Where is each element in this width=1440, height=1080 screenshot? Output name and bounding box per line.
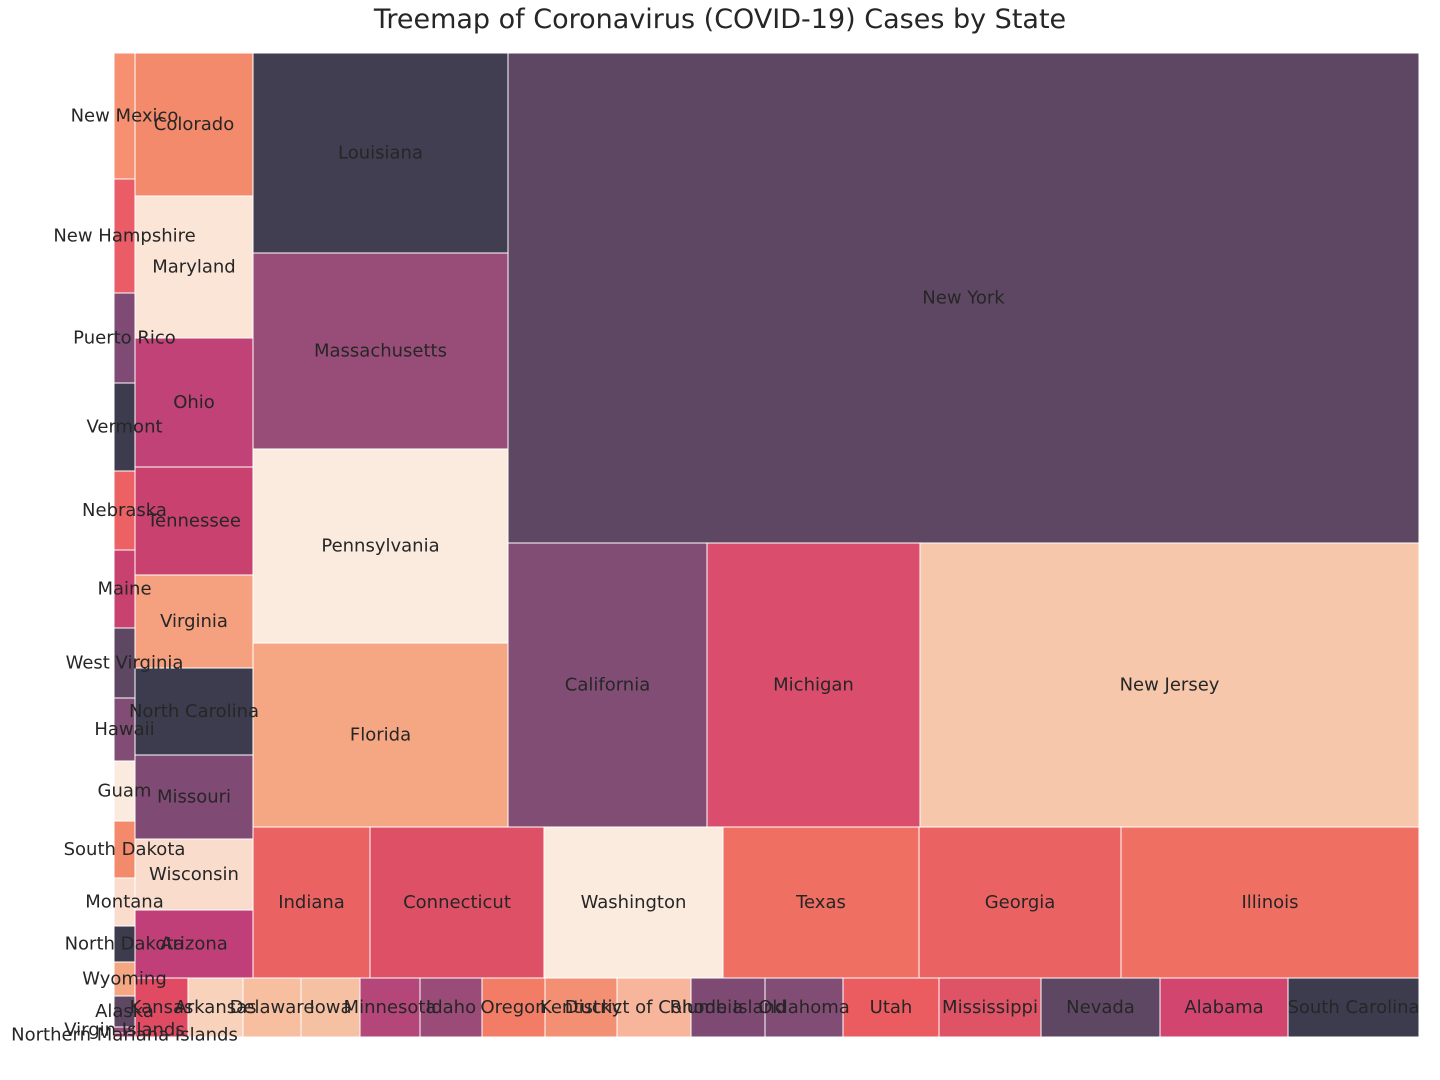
treemap-cell-colorado [134, 52, 254, 197]
treemap-label-illinois: Illinois [1241, 892, 1298, 913]
treemap-label-arkansas: Arkansas [174, 997, 256, 1018]
treemap-label-puerto-rico: Puerto Rico [73, 328, 176, 349]
treemap-cell-delaware [242, 977, 302, 1038]
treemap-label-washington: Washington [581, 892, 687, 913]
treemap-label-wyoming: Wyoming [82, 969, 167, 990]
treemap-label-florida: Florida [350, 725, 411, 746]
treemap-cell-maryland [134, 195, 254, 339]
treemap-cell-nevada [1040, 977, 1161, 1038]
treemap-cell-north-carolina [134, 667, 254, 756]
treemap-label-tennessee: Tennessee [146, 511, 241, 532]
treemap-label-south-carolina: South Carolina [1287, 997, 1419, 1018]
chart-title: Treemap of Coronavirus (COVID-19) Cases … [373, 4, 1067, 35]
treemap-label-nevada: Nevada [1066, 997, 1135, 1018]
treemap-cell-indiana [252, 826, 371, 979]
treemap-label-new-mexico: New Mexico [71, 106, 179, 127]
treemap-label-kentucky: Kentucky [540, 997, 623, 1018]
treemap-label-indiana: Indiana [278, 892, 345, 913]
treemap-cell-connecticut [369, 826, 545, 979]
treemap-cell-mississippi [938, 977, 1042, 1038]
treemap-cell-massachusetts [252, 252, 509, 450]
treemap-cell-virginia [134, 574, 254, 669]
treemap-cell-washington [543, 826, 724, 979]
treemap-label-california: California [565, 675, 650, 696]
treemap-cell-michigan [706, 542, 921, 828]
treemap-label-oklahoma: Oklahoma [758, 997, 850, 1018]
treemap-cell-tennessee [134, 466, 254, 576]
treemap-cell-alabama [1159, 977, 1289, 1038]
treemap-label-montana: Montana [85, 892, 163, 913]
treemap-cell-new-jersey [919, 542, 1420, 828]
treemap-cell-wisconsin [134, 838, 254, 911]
treemap-label-west-virginia: West Virginia [66, 653, 184, 674]
treemap-cell-florida [252, 642, 509, 828]
treemap-label-maine: Maine [97, 579, 151, 600]
treemap-cell-illinois [1120, 826, 1420, 979]
treemap-label-hawaii: Hawaii [94, 719, 154, 740]
treemap-cell-northern-mariana-islands [113, 1032, 136, 1038]
treemap-cell-south-carolina [1287, 977, 1420, 1038]
treemap-label-massachusetts: Massachusetts [314, 341, 447, 362]
treemap-cell-idaho [419, 977, 483, 1038]
treemap-cell-rhode-island [690, 977, 766, 1038]
treemap-cell-district-of-columbia [616, 977, 692, 1038]
treemap-label-virgin-islands: Virgin Islands [64, 1020, 185, 1041]
treemap-label-new-jersey: New Jersey [1120, 675, 1220, 696]
treemap-label-idaho: Idaho [426, 997, 476, 1018]
treemap-label-arizona: Arizona [160, 934, 228, 955]
treemap-label-colorado: Colorado [154, 114, 234, 135]
treemap-cell-iowa [300, 977, 361, 1038]
treemap-label-georgia: Georgia [985, 892, 1056, 913]
treemap-label-south-dakota: South Dakota [64, 839, 186, 860]
treemap-label-mississippi: Mississippi [942, 997, 1038, 1018]
treemap-label-rhode-island: Rhode Island [670, 997, 787, 1018]
treemap-cell-arkansas [187, 977, 244, 1038]
treemap-label-ohio: Ohio [173, 392, 215, 413]
treemap-cell-pennsylvania [252, 448, 509, 644]
treemap-cell-ohio [134, 337, 254, 468]
treemap-cell-oregon [481, 977, 546, 1038]
treemap-label-virginia: Virginia [160, 611, 228, 632]
treemap-label-wisconsin: Wisconsin [149, 864, 239, 885]
treemap-label-oregon: Oregon [480, 997, 546, 1018]
treemap-cell-arizona [134, 909, 254, 979]
treemap-label-new-hampshire: New Hampshire [53, 226, 195, 247]
treemap-label-michigan: Michigan [773, 675, 854, 696]
treemap-label-alaska: Alaska [95, 1001, 154, 1022]
treemap-label-northern-mariana-islands: Northern Mariana Islands [11, 1025, 238, 1046]
treemap-cell-oklahoma [764, 977, 844, 1038]
treemap-label-kansas: Kansas [130, 997, 194, 1018]
treemap-label-texas: Texas [795, 892, 846, 913]
treemap-label-missouri: Missouri [157, 787, 231, 808]
treemap-cell-new-york [507, 52, 1420, 544]
treemap-cell-georgia [918, 826, 1122, 979]
treemap-label-guam: Guam [98, 781, 152, 802]
treemap-label-north-dakota: North Dakota [65, 934, 185, 955]
treemap-label-connecticut: Connecticut [403, 892, 511, 913]
treemap-label-minnesota: Minnesota [344, 997, 437, 1018]
treemap-label-utah: Utah [870, 997, 913, 1018]
treemap-label-louisiana: Louisiana [338, 143, 423, 164]
treemap-label-new-york: New York [922, 288, 1005, 309]
treemap-label-vermont: Vermont [86, 417, 162, 438]
treemap-label-alabama: Alabama [1184, 997, 1263, 1018]
treemap-label-delaware: Delaware [230, 997, 315, 1018]
treemap-cell-california [507, 542, 708, 828]
treemap-label-nebraska: Nebraska [82, 500, 167, 521]
treemap-label-iowa: Iowa [309, 997, 351, 1018]
treemap-cell-minnesota [359, 977, 421, 1038]
treemap-label-district-of-columbia: District of Columbia [565, 997, 743, 1018]
treemap-label-pennsylvania: Pennsylvania [321, 536, 439, 557]
treemap-cell-missouri [134, 754, 254, 840]
treemap-label-north-carolina: North Carolina [129, 701, 259, 722]
treemap-label-maryland: Maryland [152, 257, 235, 278]
